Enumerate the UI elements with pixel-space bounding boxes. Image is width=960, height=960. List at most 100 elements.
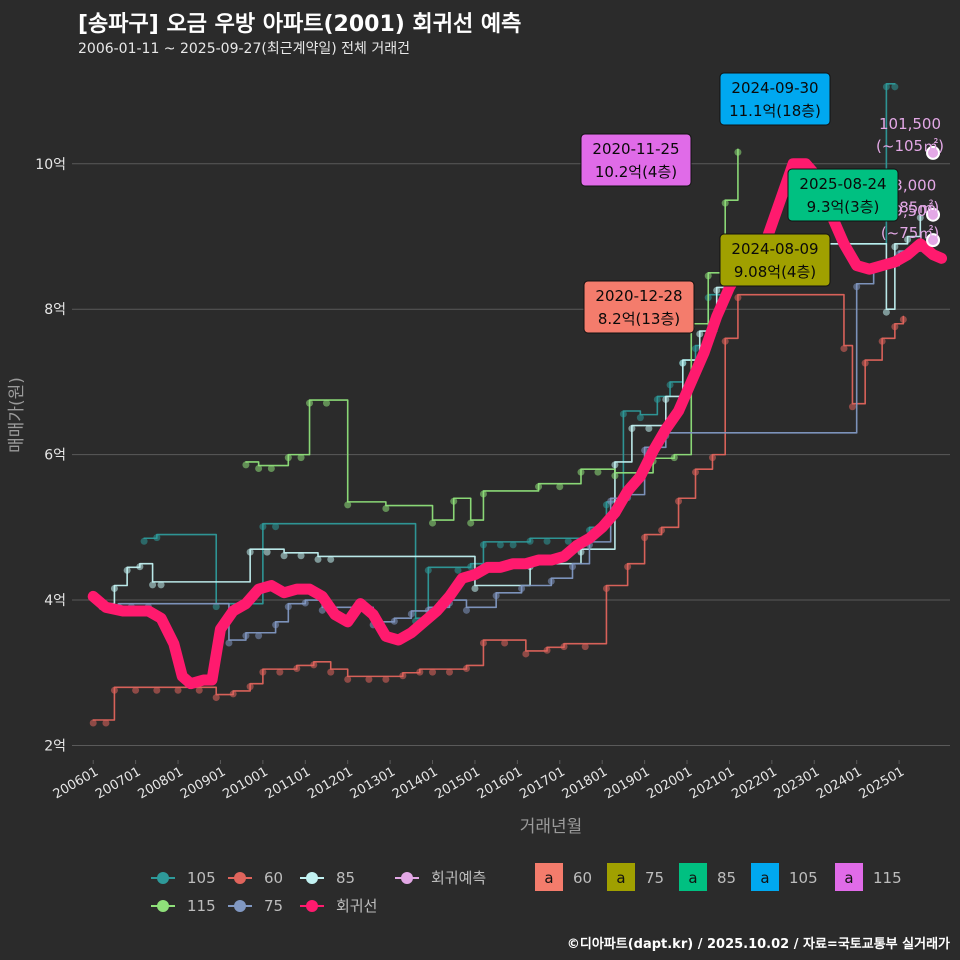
- series-s75-point: [407, 610, 415, 618]
- series-s85-point: [662, 395, 670, 403]
- x-tick-label: 201201: [305, 764, 355, 802]
- series-s60-point: [382, 675, 390, 683]
- series-s60-point: [416, 668, 424, 676]
- legend-key-point: [157, 872, 169, 884]
- series-s115-point: [734, 148, 742, 156]
- series-s85-point: [904, 236, 912, 243]
- series-s115-line: [245, 148, 739, 521]
- series-s115-point: [577, 468, 585, 476]
- legend-box-label: 115: [873, 869, 902, 887]
- series-s85-point: [136, 563, 144, 571]
- y-tick-label: 4억: [44, 593, 66, 609]
- series-s75-point: [255, 632, 263, 640]
- y-tick-label: 2억: [44, 738, 66, 754]
- x-tick-label: 201001: [220, 764, 270, 802]
- y-tick-label: 10억: [35, 157, 66, 173]
- legend-box: [607, 863, 635, 891]
- annotation-date: 2020-12-28: [595, 287, 682, 305]
- series-s60-point: [675, 497, 683, 505]
- series-s60-point: [861, 359, 869, 367]
- series-s85-point: [471, 585, 479, 592]
- legend-box-label: 75: [645, 869, 664, 887]
- series-s85-point: [157, 581, 165, 589]
- series-s85-point: [696, 330, 704, 338]
- series-s60-point: [89, 719, 97, 727]
- series-s105-point: [526, 537, 534, 545]
- forecast-area-label: (~75㎡): [881, 224, 939, 242]
- y-tick-label: 8억: [44, 302, 66, 318]
- series-s75-point: [301, 599, 309, 607]
- series-s85-point: [916, 214, 924, 222]
- annotation-box: [719, 233, 831, 287]
- forecast-point: [926, 207, 941, 222]
- annotation-price: 10.2억(4층): [595, 163, 677, 181]
- legend-label: 105: [187, 869, 216, 887]
- legend-box-glyph: a: [688, 869, 697, 887]
- series-s85-point: [263, 548, 271, 556]
- series-s85-point: [891, 243, 899, 251]
- series-s60-point: [132, 686, 140, 694]
- series-s105-point: [272, 523, 280, 531]
- series-s60-point: [174, 686, 182, 694]
- legend-box-glyph: a: [616, 869, 625, 887]
- x-tick-label: 202201: [729, 764, 779, 802]
- series-s105-point: [692, 345, 700, 353]
- series-s115-point: [467, 519, 475, 527]
- legend-box-glyph: a: [544, 869, 553, 887]
- series-s60-point: [429, 668, 437, 676]
- series-s60-point: [246, 683, 254, 691]
- series-s60-point: [110, 686, 118, 694]
- series-s105-point: [509, 541, 517, 549]
- series-s115-point: [429, 519, 437, 527]
- series-s105-point: [666, 381, 674, 389]
- series-s115-point: [611, 472, 619, 480]
- series-s60-point: [641, 534, 649, 542]
- series-s115-point: [556, 483, 564, 491]
- series-s75-point: [518, 585, 526, 592]
- series-s75-point: [853, 283, 861, 291]
- x-tick-label: 200601: [51, 764, 101, 802]
- legend-label: 회귀예측: [431, 869, 486, 887]
- series-s60-point: [878, 337, 886, 345]
- series-s85-point: [611, 461, 619, 469]
- chart-subtitle: 2006-01-11 ~ 2025-09-27(최근계약일) 전체 거래건: [78, 41, 410, 57]
- series-regression-line: [87, 158, 948, 690]
- x-tick-label: 200901: [178, 764, 228, 802]
- series-s60-point: [692, 468, 700, 476]
- legend-label: 회귀선: [336, 897, 377, 915]
- series-s60-point: [734, 294, 742, 302]
- series-s115-point: [242, 461, 250, 469]
- x-tick-label: 201901: [602, 764, 652, 802]
- legend-box-glyph: a: [844, 869, 853, 887]
- series-s60-point: [365, 675, 373, 683]
- source-footer: ©디아파트(dapt.kr) / 2025.10.02 / 자료=국토교통부 실…: [566, 937, 950, 952]
- legend-box-glyph: a: [760, 869, 769, 887]
- series-s115-point: [322, 399, 330, 407]
- annotation-date: 2024-08-09: [731, 240, 818, 258]
- series-s60-point: [462, 664, 470, 672]
- series-s115-point: [267, 465, 275, 473]
- series-s75-point: [641, 446, 649, 454]
- legend-key-point: [306, 872, 318, 884]
- series-s60-point: [327, 668, 335, 676]
- annotation-date: 2020-11-25: [592, 140, 679, 158]
- series-s75-point: [272, 621, 280, 629]
- x-tick-label: 202101: [687, 764, 737, 802]
- series-s85-point: [123, 566, 131, 574]
- series-s75-point: [284, 603, 292, 611]
- series-s60-point: [479, 639, 487, 647]
- series-s105-point: [653, 395, 661, 403]
- annotation-box: [583, 280, 695, 334]
- legend-box: [535, 863, 563, 891]
- series-s85-point: [645, 425, 653, 433]
- forecast-point: [926, 145, 941, 160]
- series-s60-point: [102, 719, 110, 727]
- x-tick-label: 201101: [263, 764, 313, 802]
- legend-box-label: 85: [717, 869, 736, 887]
- series-s75-point: [318, 606, 326, 614]
- series-s105-point: [636, 414, 644, 422]
- x-tick-label: 201801: [560, 764, 610, 802]
- series-s115-point: [450, 497, 458, 505]
- legend-box-label: 60: [573, 869, 592, 887]
